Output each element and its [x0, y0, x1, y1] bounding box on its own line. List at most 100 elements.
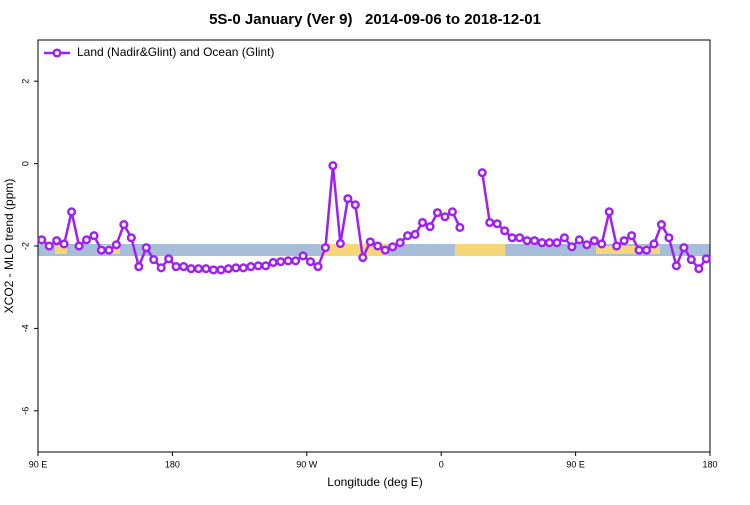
data-point [403, 231, 413, 241]
data-point [67, 207, 77, 217]
y-tick-label: 0 [20, 161, 30, 166]
data-point [380, 245, 390, 255]
data-point [164, 254, 174, 264]
data-point [186, 264, 196, 274]
data-point [477, 168, 487, 178]
y-axis-label: XCO2 - MLO trend (ppm) [2, 179, 16, 314]
data-point [126, 233, 136, 243]
data-point [313, 262, 323, 272]
data-point [171, 262, 181, 272]
data-point [104, 245, 114, 255]
data-point [440, 212, 450, 222]
data-point [231, 263, 241, 273]
data-point [320, 243, 331, 253]
data-point [156, 263, 166, 273]
x-tick-label: 90 W [296, 459, 318, 469]
data-point [627, 231, 637, 241]
data-point [455, 222, 465, 233]
x-tick-label: 180 [702, 459, 717, 469]
data-point [44, 241, 54, 251]
data-point [238, 263, 248, 273]
data-point [641, 245, 652, 255]
data-point [649, 239, 659, 249]
data-point [335, 238, 345, 249]
y-tick-label: -6 [20, 407, 30, 415]
data-point [59, 239, 69, 249]
data-point [373, 241, 383, 251]
data-point [261, 261, 271, 271]
data-point [134, 262, 144, 272]
data-point [694, 264, 704, 274]
data-point [216, 265, 226, 275]
data-point [522, 236, 532, 246]
data-point [350, 200, 360, 210]
data-point [612, 241, 622, 251]
data-point [515, 233, 525, 243]
data-point [37, 235, 47, 245]
data-point [246, 262, 256, 272]
data-point [559, 233, 569, 243]
legend-entry: Land (Nadir&Glint) and Ocean (Glint) [44, 45, 274, 59]
data-point [141, 243, 151, 253]
data-point [276, 257, 286, 267]
data-point [328, 161, 338, 171]
data-point [89, 231, 99, 241]
data-point [305, 257, 316, 267]
data-point [223, 264, 233, 274]
data-point [96, 245, 107, 255]
data-point [529, 236, 540, 246]
data-point [74, 241, 84, 251]
y-tick-label: 2 [20, 79, 30, 84]
data-point [597, 239, 607, 249]
data-point [634, 245, 644, 255]
data-point [656, 220, 667, 230]
y-tick-label: -2 [20, 242, 30, 250]
data-point [701, 254, 711, 264]
data-point [671, 261, 681, 271]
data-point [343, 194, 353, 204]
data-point [298, 251, 308, 261]
data-point [119, 220, 129, 230]
data-point [81, 235, 92, 245]
x-tick-label: 0 [439, 459, 444, 469]
data-point [686, 255, 696, 265]
data-point [552, 238, 562, 248]
data-point [582, 240, 592, 250]
data-point [395, 238, 405, 248]
data-point [544, 238, 555, 248]
x-tick-label: 90 E [566, 459, 585, 469]
data-point [679, 243, 689, 253]
y-tick-label: -4 [20, 324, 30, 332]
data-point [537, 238, 547, 248]
data-point [52, 236, 62, 246]
data-point [268, 257, 278, 268]
data-point [388, 242, 398, 252]
x-tick-label: 90 E [29, 459, 48, 469]
data-point [604, 207, 614, 217]
data-point [492, 219, 502, 229]
data-point [283, 256, 293, 266]
data-point [201, 264, 211, 274]
data-point [253, 261, 263, 271]
data-point [567, 242, 577, 252]
data-point [179, 262, 189, 272]
data-point [365, 237, 375, 247]
x-axis-label: Longitude (deg E) [327, 475, 422, 489]
legend-marker [52, 48, 62, 58]
data-point [193, 264, 204, 274]
data-point [111, 240, 121, 250]
data-point [425, 222, 435, 232]
data-point [619, 236, 629, 246]
legend-label: Land (Nadir&Glint) and Ocean (Glint) [77, 45, 274, 59]
data-point [410, 229, 420, 240]
data-point [500, 226, 510, 236]
data-point [589, 236, 599, 246]
data-point [664, 233, 674, 243]
data-point [485, 217, 495, 228]
data-point [208, 265, 219, 275]
data-point [432, 208, 443, 218]
data-point [291, 256, 301, 266]
data-point [507, 233, 517, 243]
data-point [149, 255, 159, 265]
